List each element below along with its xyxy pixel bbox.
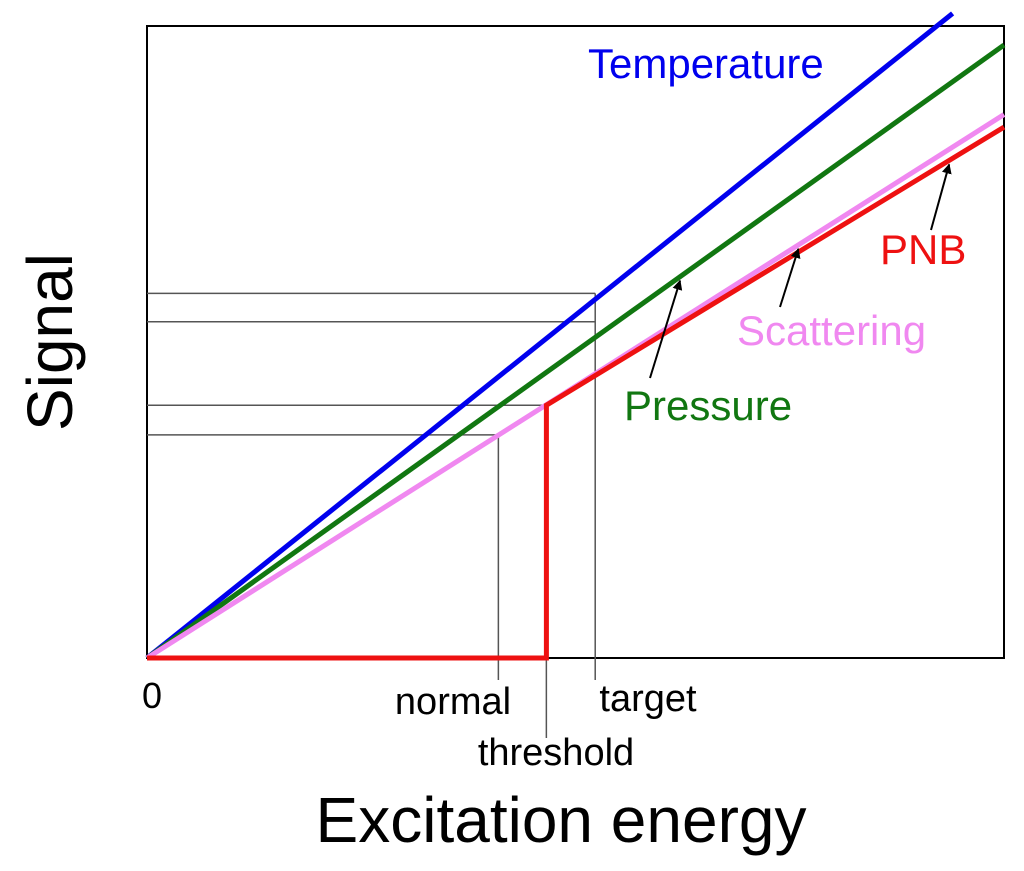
x-axis-title: Excitation energy: [316, 784, 807, 856]
series-line-pnb: [147, 124, 1006, 661]
arrow-pnb: [930, 163, 952, 231]
legend-temperature: Temperature: [588, 40, 824, 87]
tick-label-normal: normal: [395, 681, 511, 723]
legend-scattering: Scattering: [737, 307, 926, 354]
origin-label: 0: [142, 675, 162, 716]
arrow-pressure: [649, 279, 683, 379]
legend-pnb: PNB: [880, 226, 966, 273]
tick-label-target: target: [599, 678, 697, 720]
tick-label-threshold: threshold: [478, 732, 634, 774]
series-line-pressure: [145, 42, 1006, 661]
legend-pressure: Pressure: [624, 382, 792, 429]
plot-frame: [146, 25, 1005, 659]
arrow-scattering: [779, 247, 801, 308]
series-line-temperature: [145, 11, 955, 660]
y-axis-title: Signal: [14, 253, 86, 431]
